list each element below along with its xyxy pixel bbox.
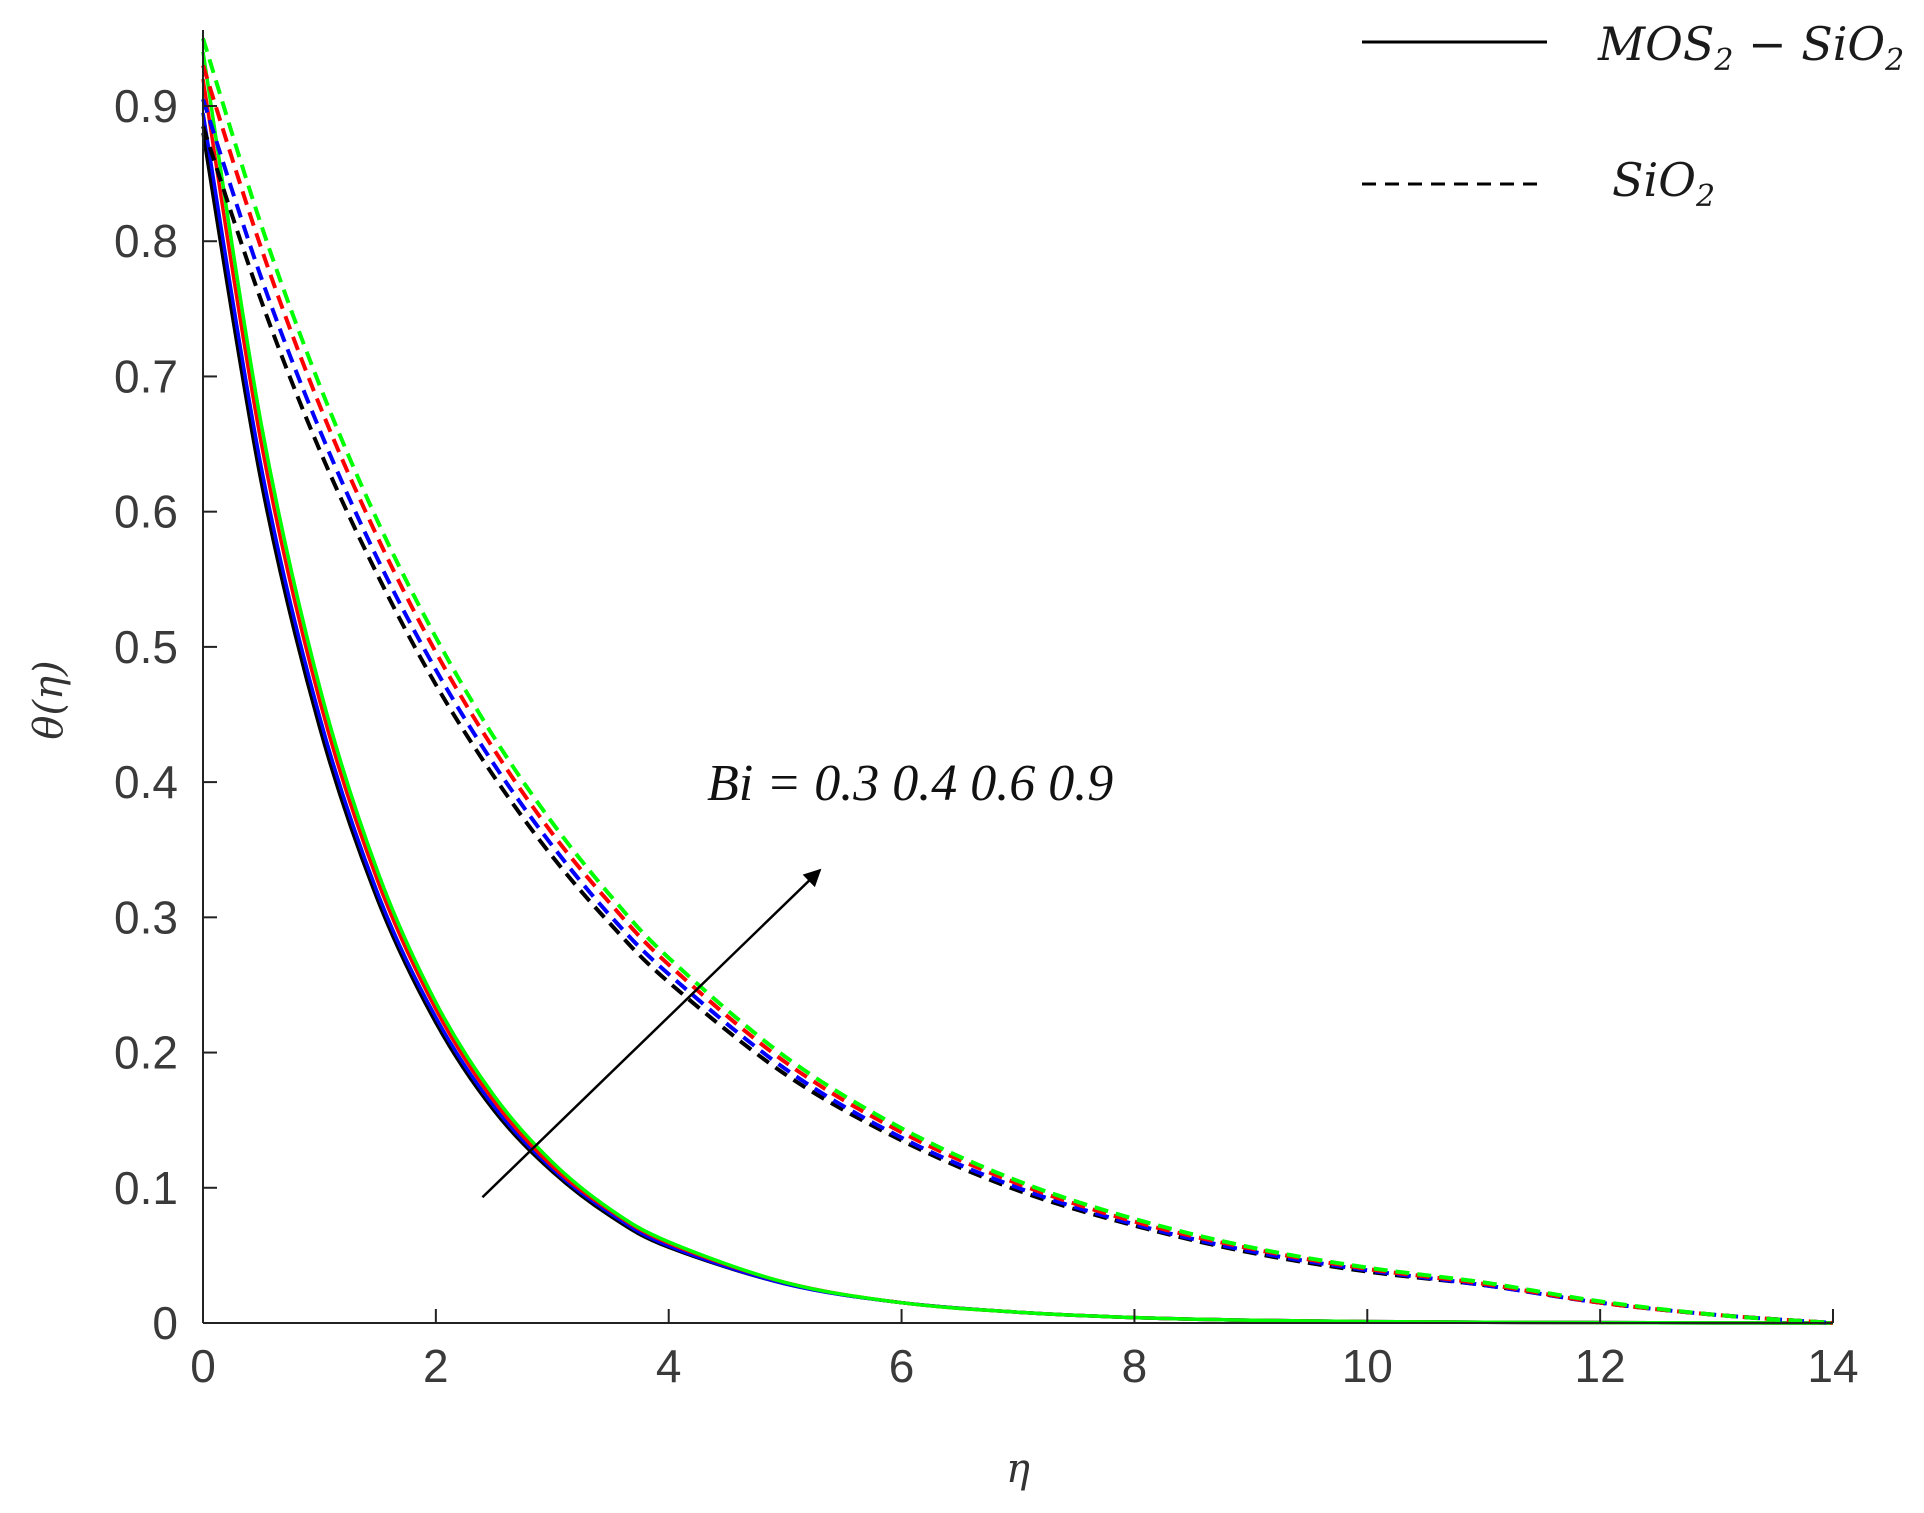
y-tick-label: 0.6 [114,486,178,538]
bi-increase-arrow [481,868,822,1199]
x-tick-label: 2 [423,1340,449,1392]
legend-label-mos2-sio2-sub2: 2 [1884,43,1904,78]
y-tick-label: 0.4 [114,756,178,808]
x-tick-label: 12 [1575,1340,1626,1392]
legend-label-sio2: SiO2 [1612,153,1715,214]
y-tick-label: 0.3 [114,891,178,943]
legend-label-sio2-base: SiO [1612,153,1696,207]
series-line-sio2-bi-0-3 [201,125,1834,1325]
y-ticks: 0 0.1 0.2 0.3 0.4 0.5 0.6 0.7 0.8 0.9 [114,80,217,1349]
legend-label-mos2-sio2-base: MOS [1597,17,1714,71]
y-tick-label: 0.9 [114,80,178,132]
legend-label-mos2-sio2-mid: − SiO [1733,17,1885,71]
series-line-sio2-bi-0-6 [201,64,1834,1325]
y-tick-label: 0.8 [114,215,178,267]
bi-annotation: Bi = 0.3 0.4 0.6 0.9 [707,755,1113,812]
x-tick-label: 6 [889,1340,915,1392]
y-tick-label: 0.7 [114,350,178,402]
series-line-sio2-bi-0-9 [201,37,1834,1325]
x-tick-label: 10 [1342,1340,1393,1392]
series-line-mos2-sio2-bi-0-4 [201,112,1834,1325]
y-tick-label: 0 [152,1297,178,1349]
x-axis-label: η [1006,1446,1030,1492]
x-ticks: 0 2 4 6 8 10 12 14 [190,1309,1859,1392]
legend-label-sio2-sub: 2 [1695,179,1715,214]
legend-label-mos2-sio2: MOS2 − SiO2 [1597,17,1904,78]
plot-series [201,37,1834,1325]
y-tick-label: 0.2 [114,1027,178,1079]
legend: MOS2 − SiO2 SiO2 [1362,17,1904,214]
series-line-sio2-bi-0-4 [201,98,1834,1325]
y-tick-label: 0.1 [114,1162,178,1214]
x-tick-label: 0 [190,1340,216,1392]
y-axis-label: θ(η) [26,660,72,739]
x-tick-label: 4 [656,1340,682,1392]
legend-label-mos2-sio2-sub: 2 [1713,43,1733,78]
x-tick-label: 8 [1122,1340,1148,1392]
y-tick-label: 0.5 [114,621,178,673]
x-tick-label: 14 [1807,1340,1858,1392]
series-line-mos2-sio2-bi-0-3 [201,132,1834,1325]
